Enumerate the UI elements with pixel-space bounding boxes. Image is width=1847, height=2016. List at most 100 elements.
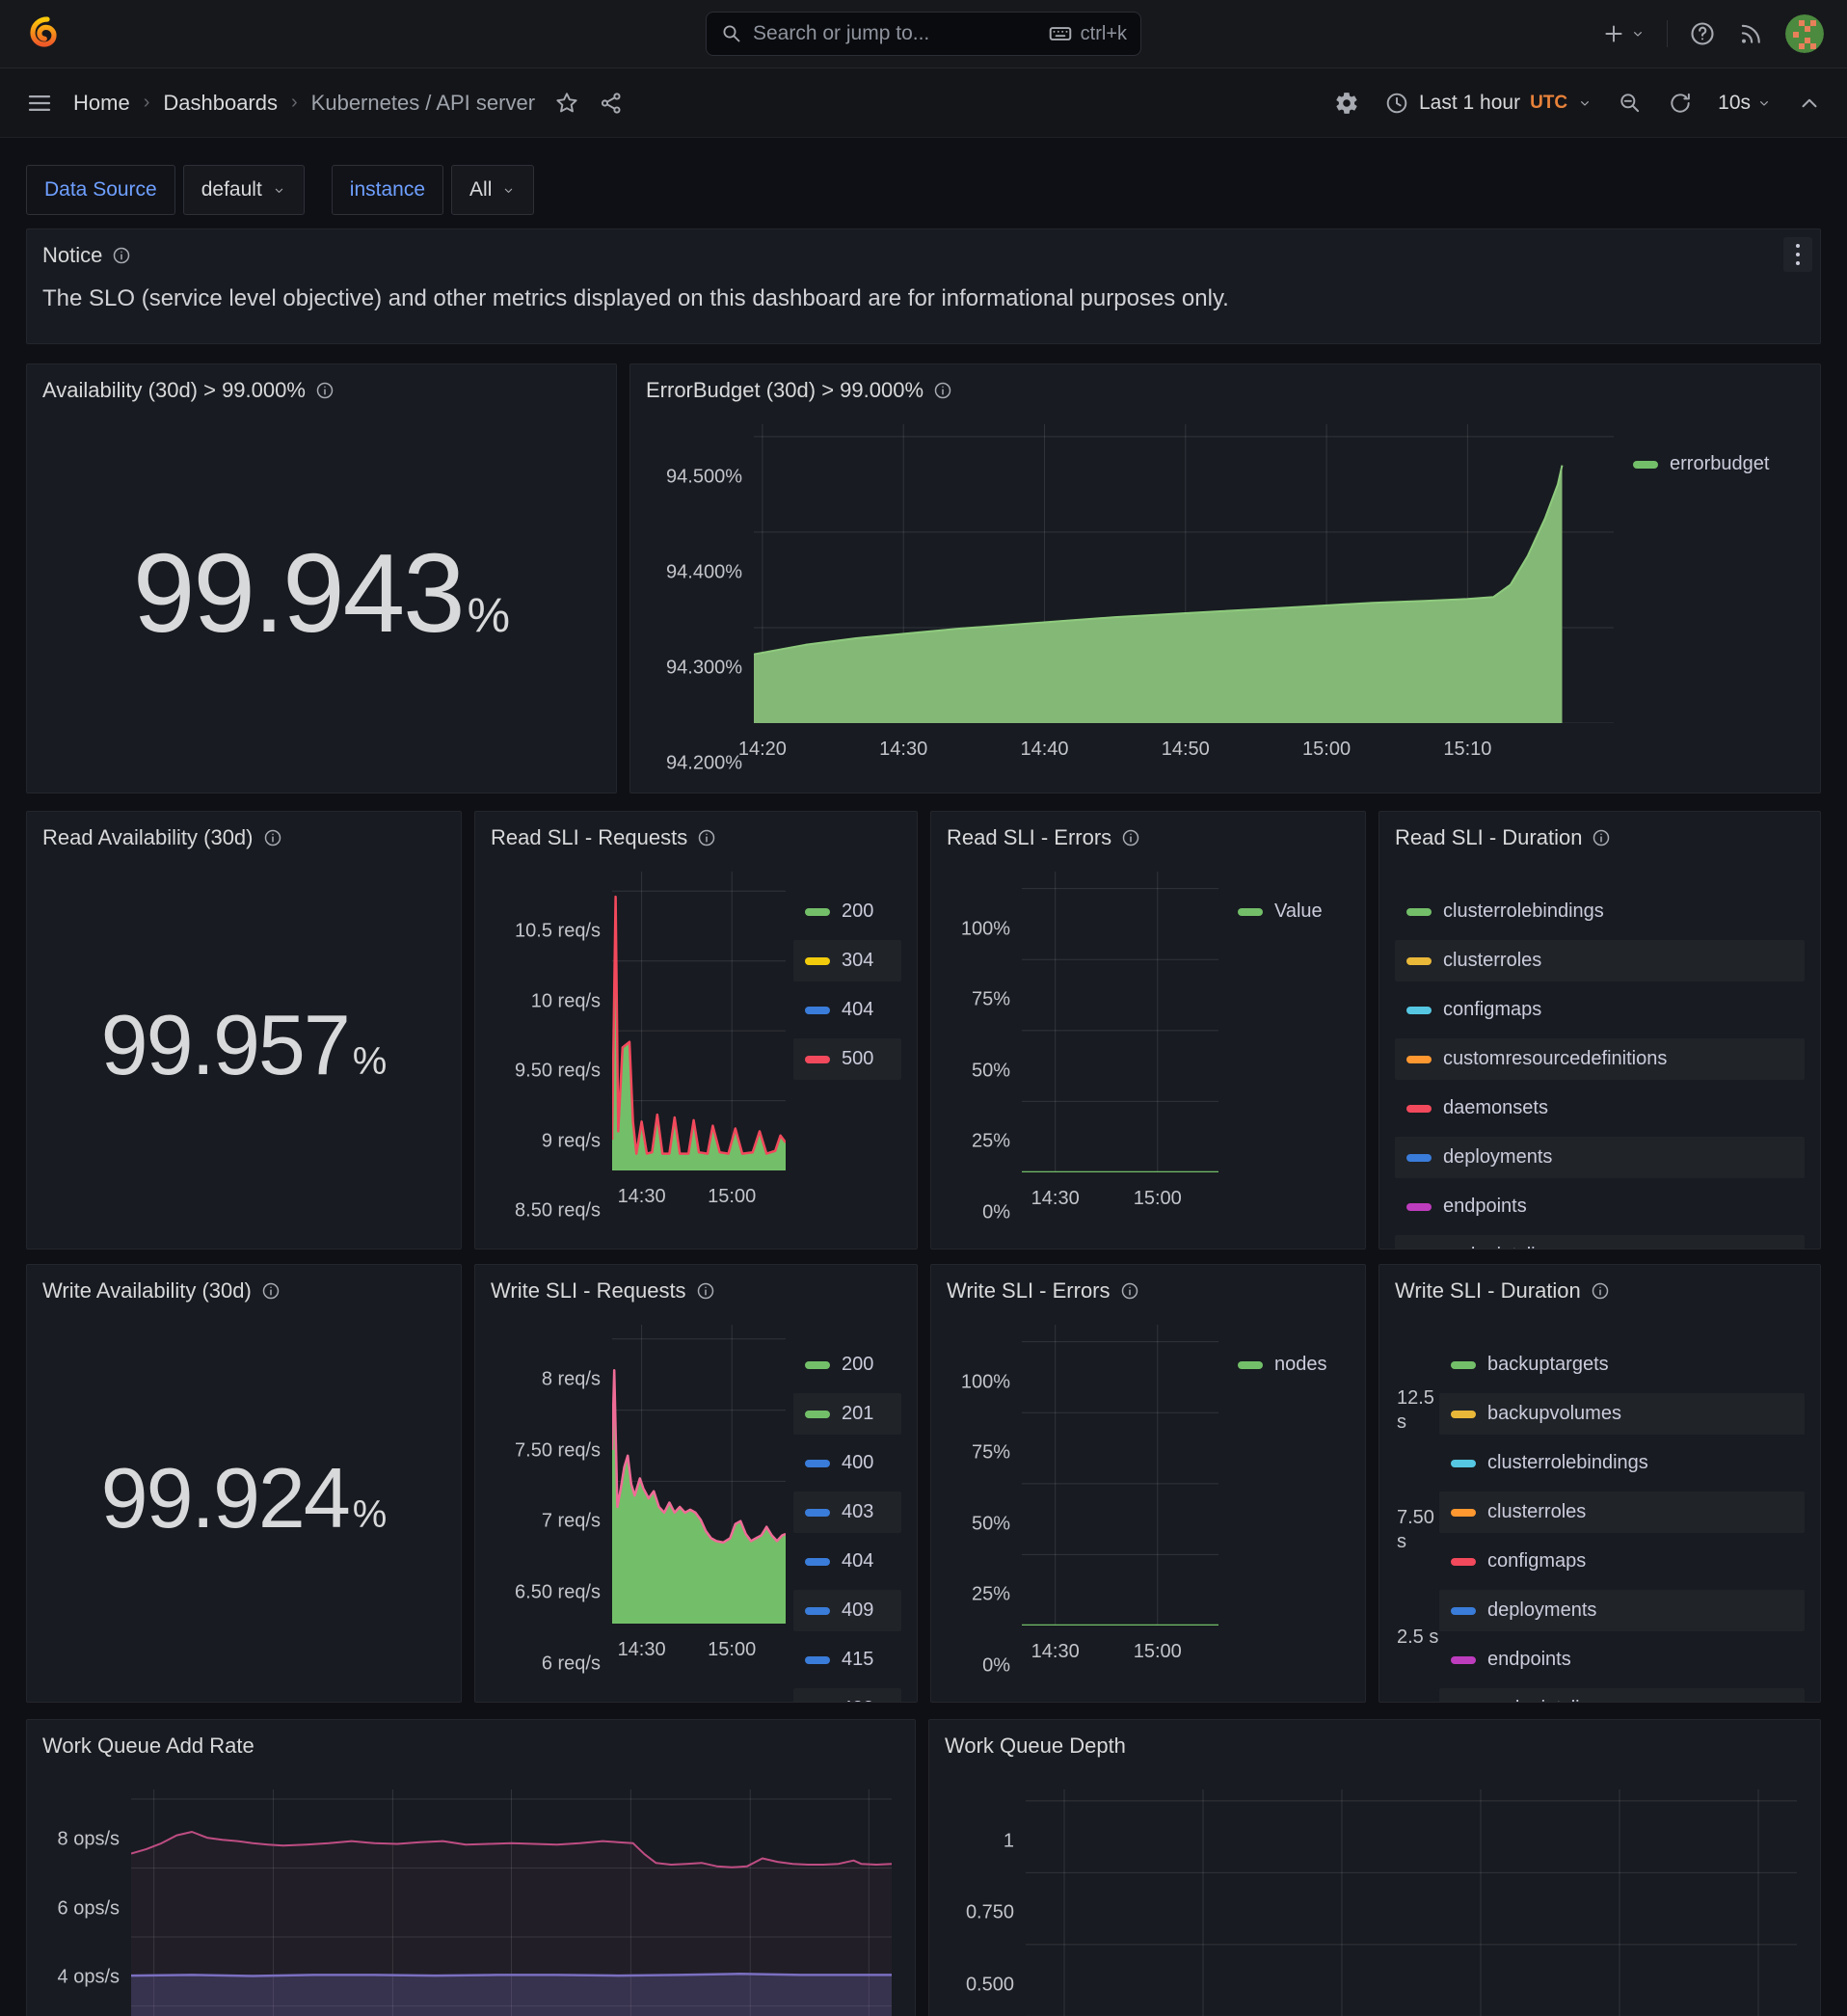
legend-item[interactable]: clusterroles: [1395, 940, 1805, 981]
zoom-out-button[interactable]: [1618, 91, 1643, 116]
breadcrumb-dashboards[interactable]: Dashboards: [163, 90, 278, 115]
legend-item[interactable]: backupvolumes: [1439, 1393, 1805, 1435]
chart-legend[interactable]: nodes: [1226, 1344, 1350, 1690]
legend-item[interactable]: 400: [793, 1442, 901, 1484]
news-rss-button[interactable]: [1737, 20, 1764, 47]
chart-legend[interactable]: clusterrolebindings clusterroles configmap…: [1395, 891, 1805, 1249]
avatar[interactable]: [1785, 14, 1824, 53]
stat-value: 99.957%: [100, 996, 388, 1092]
legend-item[interactable]: daemonsets: [1395, 1088, 1805, 1129]
legend-item[interactable]: 403: [793, 1492, 901, 1533]
info-icon[interactable]: [261, 1281, 281, 1301]
legend-swatch: [1451, 1508, 1476, 1517]
stat-unit: %: [352, 1492, 388, 1536]
read-duration-legend-list: clusterrolebindings clusterroles configmap…: [1395, 891, 1805, 1249]
info-icon[interactable]: [315, 381, 335, 400]
legend-item[interactable]: endpointslices: [1439, 1688, 1805, 1702]
work-queue-add-rate-chart[interactable]: 8 ops/s6 ops/s4 ops/s2 ops/s: [42, 1761, 899, 2016]
variable-value-datasource[interactable]: default: [182, 165, 305, 215]
legend-swatch: [1406, 1104, 1432, 1113]
info-icon[interactable]: [1121, 828, 1140, 847]
top-nav: Search or jump to... ctrl+k: [0, 0, 1847, 68]
menu-toggle-button[interactable]: [25, 89, 54, 118]
read-errors-chart[interactable]: 100% 75% 50% 25% 0% 14:30 15:00 Value: [947, 852, 1350, 1237]
legend-item[interactable]: clusterrolebindings: [1439, 1442, 1805, 1484]
clock-icon: [1384, 91, 1409, 116]
write-requests-chart[interactable]: 8 req/s 7.50 req/s 7 req/s 6.50 req/s 6 req/…: [491, 1305, 901, 1702]
search-input[interactable]: Search or jump to... ctrl+k: [706, 12, 1141, 56]
legend-item[interactable]: clusterrolebindings: [1395, 891, 1805, 932]
chart-legend[interactable]: Value: [1226, 891, 1350, 1237]
legend-item[interactable]: 404: [793, 1541, 901, 1582]
grafana-logo-icon[interactable]: [23, 13, 64, 54]
write-errors-chart[interactable]: 100% 75% 50% 25% 0% 14:30 15:00 nodes: [947, 1305, 1350, 1690]
info-icon[interactable]: [1591, 1281, 1610, 1301]
variable-label-datasource[interactable]: Data Source: [26, 165, 175, 215]
variable-value-instance[interactable]: All: [451, 165, 535, 215]
legend-item[interactable]: endpointslices: [1395, 1235, 1805, 1249]
legend-label: backupvolumes: [1487, 1403, 1621, 1424]
info-icon[interactable]: [933, 381, 952, 400]
chevron-down-icon: [275, 188, 282, 193]
legend-item[interactable]: clusterroles: [1439, 1492, 1805, 1533]
chart-legend[interactable]: backuptargets backupvolumes clusterrolebin…: [1439, 1344, 1805, 1702]
variable-label-instance[interactable]: instance: [331, 165, 444, 215]
info-icon[interactable]: [1120, 1281, 1139, 1301]
errorbudget-chart[interactable]: 94.500% 94.400% 94.300% 94.200% 14:20 14:30 1…: [646, 405, 1805, 781]
legend-item[interactable]: Value: [1226, 891, 1350, 932]
legend-label: configmaps: [1443, 999, 1542, 1020]
legend-item[interactable]: 422: [793, 1688, 901, 1702]
y-axis: 100% 75% 50% 25% 0%: [960, 918, 1010, 1223]
panel-menu-kebab-icon[interactable]: [1783, 237, 1812, 272]
info-icon[interactable]: [697, 828, 716, 847]
collapse-toolbar-button[interactable]: [1797, 91, 1822, 116]
info-icon[interactable]: [1592, 828, 1611, 847]
legend-item[interactable]: 415: [793, 1639, 901, 1680]
legend-item[interactable]: 500: [793, 1038, 901, 1080]
legend-item[interactable]: configmaps: [1395, 989, 1805, 1031]
dashboard-settings-button[interactable]: [1334, 91, 1359, 116]
chart-legend[interactable]: 200 304 404 500: [793, 891, 901, 1237]
legend-swatch: [805, 1606, 830, 1615]
refresh-interval-picker[interactable]: 10s: [1718, 92, 1772, 115]
legend-item[interactable]: 200: [793, 1344, 901, 1385]
legend-item[interactable]: deployments: [1395, 1137, 1805, 1178]
panel-title: Write SLI - Requests: [491, 1278, 686, 1303]
legend-item[interactable]: endpoints: [1395, 1186, 1805, 1227]
legend-item[interactable]: 200: [793, 891, 901, 932]
legend-label: 409: [842, 1599, 874, 1621]
legend-label: clusterroles: [1487, 1501, 1587, 1522]
share-button[interactable]: [599, 91, 624, 116]
legend-item[interactable]: configmaps: [1439, 1541, 1805, 1582]
legend-label: nodes: [1274, 1354, 1327, 1375]
read-requests-chart[interactable]: 10.5 req/s 10 req/s 9.50 req/s 9 req/s 8.50 …: [491, 852, 901, 1237]
legend-swatch: [1238, 1360, 1263, 1369]
legend-item[interactable]: errorbudget: [1621, 444, 1805, 485]
legend-item[interactable]: 409: [793, 1590, 901, 1631]
favorite-star-button[interactable]: [554, 91, 579, 116]
legend-item[interactable]: backuptargets: [1439, 1344, 1805, 1385]
legend-item[interactable]: 404: [793, 989, 901, 1031]
legend-item[interactable]: nodes: [1226, 1344, 1350, 1385]
time-range-picker[interactable]: Last 1 hour UTC: [1384, 91, 1593, 116]
legend-swatch: [1451, 1557, 1476, 1566]
legend-item[interactable]: 304: [793, 940, 901, 981]
breadcrumb-home[interactable]: Home: [73, 90, 130, 115]
legend-label: 201: [842, 1403, 874, 1424]
legend-item[interactable]: deployments: [1439, 1590, 1805, 1631]
panel-title: Write SLI - Duration: [1395, 1278, 1581, 1303]
legend-item[interactable]: 201: [793, 1393, 901, 1435]
info-icon[interactable]: [696, 1281, 715, 1301]
help-button[interactable]: [1689, 20, 1716, 47]
chart-legend[interactable]: 200 201 400 403 404 409 415 422: [793, 1344, 901, 1702]
add-button[interactable]: [1601, 21, 1646, 46]
legend-item[interactable]: endpoints: [1439, 1639, 1805, 1680]
info-icon[interactable]: [263, 828, 282, 847]
refresh-button[interactable]: [1668, 91, 1693, 116]
info-icon[interactable]: [112, 246, 131, 265]
chart-legend[interactable]: errorbudget: [1621, 444, 1805, 781]
legend-item[interactable]: customresourcedefinitions: [1395, 1038, 1805, 1080]
